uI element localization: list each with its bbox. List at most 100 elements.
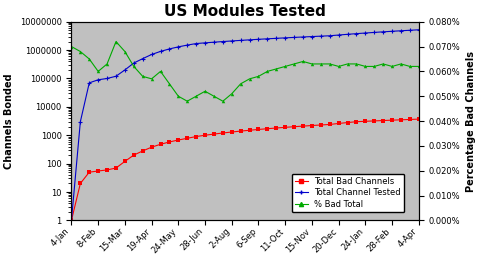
Total Bad Channels (264, 127, 270, 130)
% Bad Total (131, 65, 137, 68)
Total Bad Channels (336, 122, 342, 125)
Total Bad Channels (372, 119, 377, 123)
Total Channel Tested (220, 40, 226, 43)
Total Bad Channels (327, 123, 333, 126)
% Bad Total (104, 62, 110, 66)
Total Channel Tested (362, 31, 368, 34)
Y-axis label: Channels Bonded: Channels Bonded (4, 73, 14, 169)
Total Channel Tested (184, 44, 190, 47)
Total Channel Tested (86, 81, 92, 84)
Total Channel Tested (336, 33, 342, 37)
Total Bad Channels (274, 126, 279, 130)
Total Bad Channels (104, 168, 110, 171)
Total Channel Tested (300, 35, 306, 39)
% Bad Total (282, 65, 288, 68)
Total Bad Channels (362, 120, 368, 123)
% Bad Total (113, 40, 119, 43)
Total Channel Tested (327, 34, 333, 37)
% Bad Total (202, 90, 208, 93)
Total Channel Tested (96, 78, 101, 81)
Total Bad Channels (140, 149, 145, 153)
Total Bad Channels (345, 121, 350, 124)
Total Channel Tested (104, 77, 110, 80)
Total Channel Tested (264, 37, 270, 40)
Total Bad Channels (247, 129, 252, 132)
% Bad Total (96, 70, 101, 73)
% Bad Total (300, 60, 306, 63)
% Bad Total (318, 62, 324, 66)
Total Bad Channels (416, 118, 422, 121)
Total Channel Tested (149, 53, 155, 56)
Total Channel Tested (176, 45, 181, 48)
% Bad Total (256, 75, 262, 78)
Total Bad Channels (69, 219, 74, 222)
Total Bad Channels (282, 126, 288, 129)
Total Channel Tested (202, 41, 208, 44)
% Bad Total (345, 62, 350, 66)
Total Channel Tested (291, 36, 297, 39)
Total Bad Channels (407, 118, 413, 121)
Total Bad Channels (113, 167, 119, 170)
Total Channel Tested (131, 61, 137, 64)
Total Bad Channels (220, 132, 226, 135)
Total Bad Channels (309, 124, 315, 127)
Line: Total Channel Tested: Total Channel Tested (69, 27, 421, 223)
Total Bad Channels (211, 133, 217, 136)
Total Bad Channels (96, 169, 101, 172)
% Bad Total (77, 50, 83, 53)
Legend: Total Bad Channels, Total Channel Tested, % Bad Total: Total Bad Channels, Total Channel Tested… (292, 174, 404, 212)
% Bad Total (247, 77, 252, 80)
Total Bad Channels (291, 125, 297, 128)
Total Channel Tested (229, 39, 235, 42)
Total Channel Tested (416, 28, 422, 31)
% Bad Total (407, 65, 413, 68)
Total Bad Channels (157, 143, 163, 146)
Total Bad Channels (229, 131, 235, 134)
Total Bad Channels (176, 139, 181, 142)
Total Channel Tested (122, 68, 128, 71)
Total Bad Channels (184, 137, 190, 140)
% Bad Total (193, 95, 199, 98)
% Bad Total (380, 62, 386, 66)
% Bad Total (398, 62, 404, 66)
Total Bad Channels (398, 118, 404, 121)
Total Bad Channels (131, 154, 137, 157)
Line: % Bad Total: % Bad Total (70, 40, 420, 103)
Total Channel Tested (167, 47, 172, 51)
Title: US Modules Tested: US Modules Tested (164, 4, 326, 19)
% Bad Total (336, 65, 342, 68)
% Bad Total (184, 100, 190, 103)
Total Channel Tested (113, 75, 119, 78)
Total Channel Tested (157, 50, 163, 53)
Total Bad Channels (202, 134, 208, 137)
Total Bad Channels (300, 125, 306, 128)
% Bad Total (362, 65, 368, 68)
% Bad Total (167, 82, 172, 85)
% Bad Total (291, 62, 297, 66)
Total Bad Channels (318, 124, 324, 127)
% Bad Total (389, 65, 395, 68)
Total Channel Tested (193, 42, 199, 45)
% Bad Total (176, 95, 181, 98)
Total Channel Tested (389, 30, 395, 33)
Total Bad Channels (380, 119, 386, 122)
Total Channel Tested (256, 38, 262, 41)
Total Bad Channels (149, 146, 155, 149)
% Bad Total (149, 77, 155, 80)
Total Channel Tested (354, 32, 360, 35)
% Bad Total (416, 65, 422, 68)
% Bad Total (354, 62, 360, 66)
Total Channel Tested (211, 41, 217, 44)
% Bad Total (140, 75, 145, 78)
% Bad Total (327, 62, 333, 66)
Total Channel Tested (309, 35, 315, 38)
Total Channel Tested (398, 29, 404, 32)
Total Channel Tested (77, 120, 83, 123)
Total Channel Tested (282, 36, 288, 39)
Y-axis label: Percentage Bad Channels: Percentage Bad Channels (466, 51, 476, 192)
% Bad Total (86, 57, 92, 61)
Total Channel Tested (140, 57, 145, 60)
% Bad Total (274, 67, 279, 70)
Total Channel Tested (247, 38, 252, 41)
% Bad Total (69, 45, 74, 48)
